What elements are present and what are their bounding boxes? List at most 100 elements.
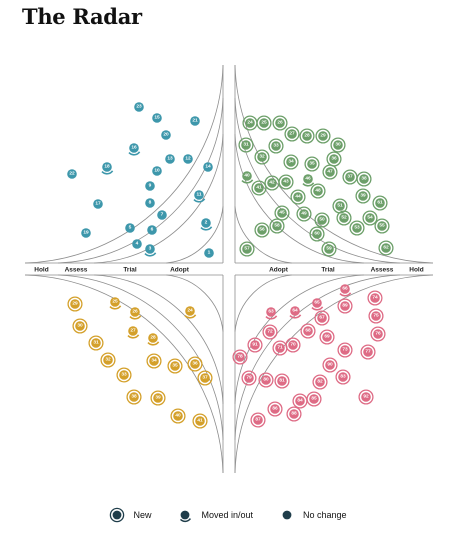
blip-31[interactable]: 31 xyxy=(238,137,254,153)
blip-37[interactable]: 37 xyxy=(342,169,358,185)
blip-4[interactable]: 4 xyxy=(132,239,142,249)
blip-64[interactable]: 64 xyxy=(289,306,302,319)
blip-85[interactable]: 85 xyxy=(306,391,322,407)
blip-78[interactable]: 78 xyxy=(232,349,248,365)
blip-37[interactable]: 37 xyxy=(197,370,213,386)
blip-19[interactable]: 19 xyxy=(81,228,91,238)
blip-21[interactable]: 21 xyxy=(190,116,200,126)
blip-41[interactable]: 41 xyxy=(251,180,267,196)
blip-27[interactable]: 27 xyxy=(284,126,300,142)
blip-38[interactable]: 38 xyxy=(356,171,372,187)
blip-89[interactable]: 89 xyxy=(337,298,353,314)
blip-33[interactable]: 33 xyxy=(116,367,132,383)
blip-26[interactable]: 26 xyxy=(272,115,288,131)
blip-7[interactable]: 7 xyxy=(157,210,167,220)
blip-50[interactable]: 50 xyxy=(314,212,330,228)
blip-72[interactable]: 72 xyxy=(262,324,278,340)
blip-61[interactable]: 61 xyxy=(372,195,388,211)
blip-83[interactable]: 83 xyxy=(335,369,351,385)
blip-2[interactable]: 2 xyxy=(200,218,213,231)
blip-32[interactable]: 32 xyxy=(254,149,270,165)
blip-82[interactable]: 82 xyxy=(312,374,328,390)
blip-76[interactable]: 76 xyxy=(370,326,386,342)
blip-24[interactable]: 24 xyxy=(184,306,197,319)
blip-90[interactable]: 90 xyxy=(322,357,338,373)
blip-35[interactable]: 35 xyxy=(304,156,320,172)
blip-73[interactable]: 73 xyxy=(337,342,353,358)
blip-31[interactable]: 31 xyxy=(88,335,104,351)
blip-1[interactable]: 1 xyxy=(204,248,214,258)
blip-23[interactable]: 23 xyxy=(134,102,144,112)
blip-28[interactable]: 28 xyxy=(299,128,315,144)
blip-53[interactable]: 53 xyxy=(349,220,365,236)
blip-26[interactable]: 26 xyxy=(129,307,142,320)
blip-52[interactable]: 52 xyxy=(336,210,352,226)
blip-27[interactable]: 27 xyxy=(127,326,140,339)
blip-18[interactable]: 18 xyxy=(101,162,114,175)
blip-43[interactable]: 43 xyxy=(278,174,294,190)
blip-65[interactable]: 65 xyxy=(311,298,324,311)
blip-46[interactable]: 46 xyxy=(302,174,315,187)
blip-69[interactable]: 69 xyxy=(319,329,335,345)
blip-88[interactable]: 88 xyxy=(286,406,302,422)
blip-11[interactable]: 11 xyxy=(193,190,206,203)
blip-15[interactable]: 15 xyxy=(152,113,162,123)
blip-55[interactable]: 55 xyxy=(374,218,390,234)
blip-39[interactable]: 39 xyxy=(150,390,166,406)
blip-47[interactable]: 47 xyxy=(322,164,338,180)
blip-6[interactable]: 6 xyxy=(147,225,157,235)
blip-45[interactable]: 45 xyxy=(274,205,290,221)
blip-5[interactable]: 5 xyxy=(125,223,135,233)
blip-16[interactable]: 16 xyxy=(128,143,141,156)
blip-25[interactable]: 25 xyxy=(256,115,272,131)
blip-40[interactable]: 40 xyxy=(241,171,254,184)
blip-54[interactable]: 54 xyxy=(362,210,378,226)
blip-25[interactable]: 25 xyxy=(109,297,122,310)
blip-8[interactable]: 8 xyxy=(145,198,155,208)
blip-70[interactable]: 70 xyxy=(285,337,301,353)
blip-13[interactable]: 13 xyxy=(165,154,175,164)
blip-40[interactable]: 40 xyxy=(170,408,186,424)
blip-29[interactable]: 29 xyxy=(315,128,331,144)
blip-58[interactable]: 58 xyxy=(269,218,285,234)
blip-30[interactable]: 30 xyxy=(72,318,88,334)
blip-32[interactable]: 32 xyxy=(100,352,116,368)
blip-10[interactable]: 10 xyxy=(152,166,162,176)
blip-87[interactable]: 87 xyxy=(250,412,266,428)
blip-36[interactable]: 36 xyxy=(326,151,342,167)
blip-38[interactable]: 38 xyxy=(126,389,142,405)
blip-44[interactable]: 44 xyxy=(290,189,306,205)
blip-66[interactable]: 66 xyxy=(339,284,352,297)
blip-22[interactable]: 22 xyxy=(67,169,77,179)
blip-34[interactable]: 34 xyxy=(283,154,299,170)
blip-92[interactable]: 92 xyxy=(358,389,374,405)
blip-81[interactable]: 81 xyxy=(274,373,290,389)
blip-30[interactable]: 30 xyxy=(330,137,346,153)
blip-62[interactable]: 62 xyxy=(378,240,394,256)
blip-33[interactable]: 33 xyxy=(268,138,284,154)
blip-67[interactable]: 67 xyxy=(314,310,330,326)
blip-17[interactable]: 17 xyxy=(93,199,103,209)
blip-28[interactable]: 28 xyxy=(147,333,160,346)
blip-34[interactable]: 34 xyxy=(146,353,162,369)
blip-14[interactable]: 14 xyxy=(203,162,213,172)
blip-60[interactable]: 60 xyxy=(309,226,325,242)
blip-41[interactable]: 41 xyxy=(192,413,208,429)
blip-39[interactable]: 39 xyxy=(355,188,371,204)
blip-29[interactable]: 29 xyxy=(67,296,83,312)
blip-91[interactable]: 91 xyxy=(247,337,263,353)
blip-80[interactable]: 80 xyxy=(258,372,274,388)
blip-77[interactable]: 77 xyxy=(360,344,376,360)
blip-20[interactable]: 20 xyxy=(161,130,171,140)
blip-71[interactable]: 71 xyxy=(272,340,288,356)
blip-36[interactable]: 36 xyxy=(187,356,203,372)
blip-57[interactable]: 57 xyxy=(239,241,255,257)
blip-79[interactable]: 79 xyxy=(241,370,257,386)
blip-75[interactable]: 75 xyxy=(368,308,384,324)
blip-9[interactable]: 9 xyxy=(145,181,155,191)
blip-86[interactable]: 86 xyxy=(267,401,283,417)
blip-84[interactable]: 84 xyxy=(292,393,308,409)
blip-35[interactable]: 35 xyxy=(167,358,183,374)
blip-12[interactable]: 12 xyxy=(183,154,193,164)
blip-74[interactable]: 74 xyxy=(367,290,383,306)
